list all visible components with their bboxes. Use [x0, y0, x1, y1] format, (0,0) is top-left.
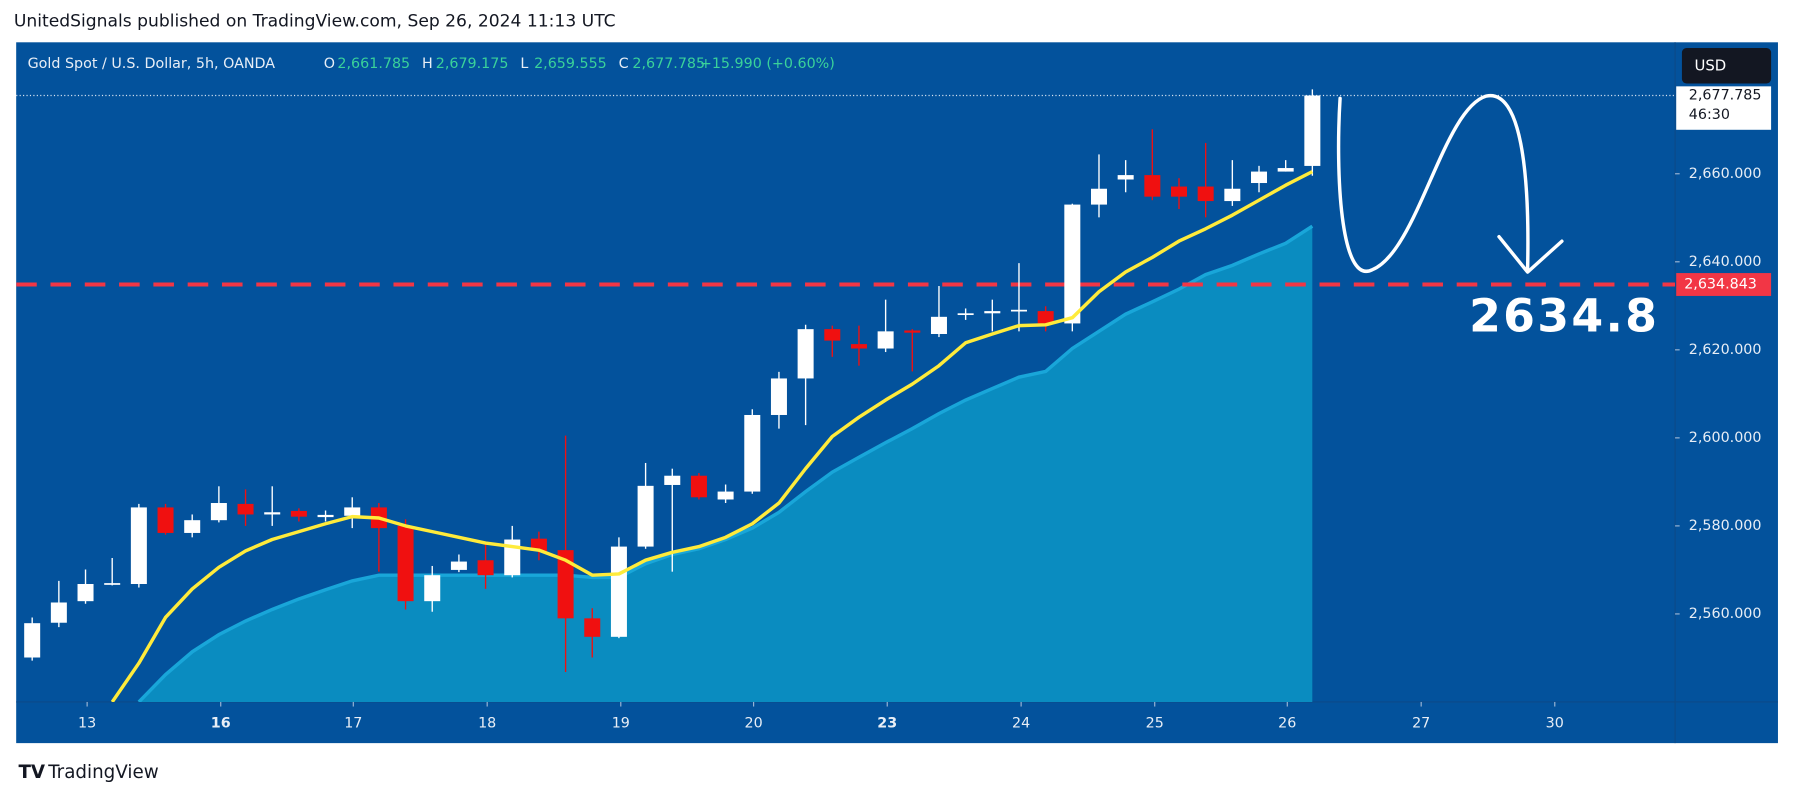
candle-body	[1064, 204, 1081, 324]
candle-body	[850, 344, 867, 349]
x-tick-label: 23	[877, 716, 897, 732]
candle-body	[824, 329, 841, 341]
x-tick-label: 24	[1012, 716, 1030, 732]
candle-body	[690, 475, 707, 498]
candle-body	[50, 602, 67, 623]
candle-body	[957, 313, 974, 316]
candle-body	[930, 316, 947, 334]
candle-body	[1197, 186, 1214, 202]
candle-body	[1277, 168, 1294, 172]
legend-key: O	[324, 56, 335, 72]
y-tick-label: 2,600.000	[1689, 430, 1762, 446]
annotation: 2634.8	[1469, 289, 1659, 342]
candle-body	[317, 514, 334, 518]
x-tick-label: 30	[1546, 716, 1564, 732]
candle-body	[344, 507, 361, 516]
candle-body	[1251, 171, 1268, 184]
candle-body	[264, 512, 281, 515]
legend-symbol: Gold Spot / U.S. Dollar, 5h, OANDA	[28, 56, 276, 72]
candle-body	[797, 329, 814, 379]
drawn-arrow	[1336, 94, 1530, 273]
x-tick-label: 25	[1146, 716, 1164, 732]
candle-body	[184, 520, 201, 533]
legend-change: +15.990 (+0.60%)	[700, 56, 835, 72]
candle-body	[1170, 186, 1188, 197]
candle-body	[1037, 311, 1054, 324]
x-tick-label: 13	[78, 716, 96, 732]
candle-body	[1304, 95, 1321, 166]
y-tick-label: 2,560.000	[1689, 606, 1762, 622]
candle-body	[477, 560, 494, 576]
plot-area	[16, 89, 1676, 702]
candle-body	[24, 623, 41, 658]
legend-key: H	[422, 56, 433, 72]
last-price-box	[1676, 86, 1772, 130]
legend-value: 2,659.555	[534, 56, 607, 72]
ma-line	[110, 170, 1314, 702]
legend-key: C	[619, 56, 629, 72]
legend-value: 2,677.785	[632, 56, 705, 72]
y-tick-label: 2,620.000	[1689, 342, 1762, 358]
candle-body	[1010, 309, 1027, 312]
y-tick-label: 2,640.000	[1689, 254, 1762, 270]
candle-body	[397, 525, 414, 602]
candle-body	[1144, 175, 1161, 197]
candle-body	[717, 491, 734, 500]
x-tick-label: 26	[1278, 716, 1296, 732]
candle-body	[584, 618, 601, 637]
candle-body	[210, 503, 227, 521]
legend-value: 2,679.175	[436, 56, 509, 72]
x-tick-label: 20	[745, 716, 763, 732]
x-tick-label: 19	[612, 716, 630, 732]
candle-body	[1224, 188, 1241, 202]
candle-body	[290, 510, 307, 517]
y-tick-label: 2,660.000	[1689, 166, 1762, 182]
level-price-box	[1676, 273, 1772, 296]
legend-key: L	[520, 56, 528, 72]
candle-body	[610, 546, 627, 637]
candle-body	[877, 331, 894, 349]
candle-body	[77, 584, 94, 602]
candle-body	[424, 575, 441, 602]
candle-body	[104, 583, 121, 585]
y-tick-label: 2,580.000	[1689, 518, 1762, 534]
currency-label: USD	[1695, 56, 1727, 74]
candle-body	[1090, 188, 1107, 205]
publish-header: UnitedSignals published on TradingView.c…	[14, 12, 616, 32]
currency-button[interactable]	[1681, 48, 1772, 84]
candle-body	[237, 503, 254, 515]
candle-body	[157, 507, 174, 533]
last-price-label: 2,677.785	[1689, 87, 1762, 103]
x-tick-label: 16	[211, 716, 231, 732]
overlay: 2,560.000 2,580.000 2,600.000 2,620.000 2,64…	[78, 86, 1772, 732]
legend-value: 2,661.785	[337, 56, 410, 72]
candle-body	[130, 507, 147, 585]
candle-body	[557, 550, 574, 619]
countdown-label: 46:30	[1689, 107, 1730, 123]
footer-logo: TV	[18, 762, 45, 783]
candle-body	[744, 414, 761, 492]
candle-body	[637, 485, 654, 547]
arrow-head	[1497, 234, 1564, 274]
x-tick-label: 27	[1412, 716, 1430, 732]
candle-body	[450, 561, 467, 570]
x-tick-label: 17	[344, 716, 362, 732]
candle-body	[664, 475, 681, 485]
candle-body	[1117, 175, 1134, 180]
footer-brand: TradingView	[47, 762, 159, 783]
level-price-label: 2,634.843	[1684, 277, 1757, 293]
candle-body	[984, 311, 1001, 314]
candle-body	[770, 378, 787, 415]
area-line	[137, 224, 1314, 702]
x-tick-label: 18	[478, 716, 496, 732]
candle-body	[904, 330, 921, 333]
